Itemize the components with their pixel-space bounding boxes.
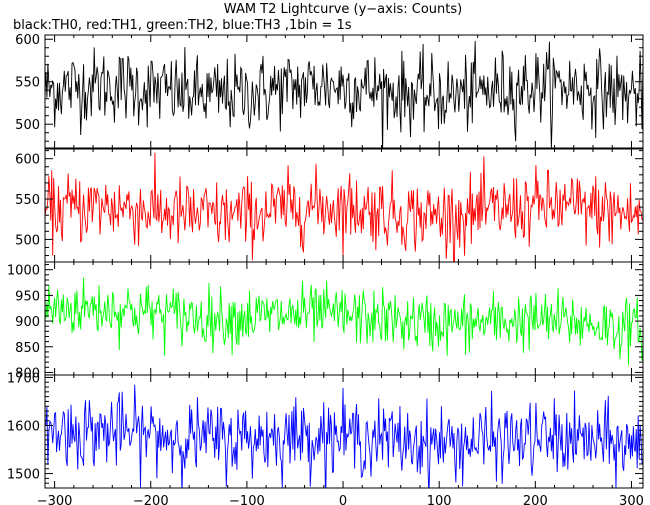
panel-th2: 800 850 900 950 1000 bbox=[7, 261, 644, 381]
panel-frame bbox=[44, 374, 644, 489]
y-tick-label: 550 bbox=[15, 76, 40, 91]
y-tick-label: 900 bbox=[15, 315, 40, 330]
y-tick-label: 1600 bbox=[7, 419, 40, 434]
y-tick-label: 500 bbox=[15, 118, 40, 133]
y-tick-label: 1500 bbox=[7, 468, 40, 483]
y-tick-label: 1700 bbox=[7, 371, 40, 386]
y-tick-label: 850 bbox=[15, 341, 40, 356]
x-tick-label: 200 bbox=[523, 494, 548, 505]
panel-th1: 500 550 600 bbox=[15, 148, 644, 263]
series-line-th1 bbox=[45, 152, 643, 262]
panels-group: 500 550 600 500 550 600 800 850 900 950 1000 1500 16… bbox=[7, 33, 644, 489]
x-tick-label: −100 bbox=[229, 494, 265, 505]
y-tick-label: 1000 bbox=[7, 264, 40, 279]
y-tick-label: 500 bbox=[15, 233, 40, 248]
series-line-th3 bbox=[45, 384, 643, 488]
series-line-th0 bbox=[45, 40, 643, 148]
x-axis: −300 −200 −100 0 100 200 300 bbox=[37, 494, 644, 505]
x-tick-label: −300 bbox=[37, 494, 73, 505]
x-tick-label: 300 bbox=[619, 494, 644, 505]
panel-th3: 1500 1600 1700 bbox=[7, 371, 644, 489]
chart-title: WAM T2 Lightcurve (y−axis: Counts) bbox=[224, 2, 462, 17]
panel-th0: 500 550 600 bbox=[15, 33, 644, 149]
y-tick-label: 550 bbox=[15, 193, 40, 208]
panel-frame bbox=[44, 34, 644, 149]
y-tick-label: 600 bbox=[15, 33, 40, 48]
y-tick-label: 950 bbox=[15, 289, 40, 304]
series-line-th2 bbox=[45, 277, 643, 366]
chart-subtitle: black:TH0, red:TH1, green:TH2, blue:TH3 … bbox=[13, 18, 352, 33]
y-tick-label: 800 bbox=[15, 366, 40, 381]
y-tick-label: 600 bbox=[15, 153, 40, 168]
x-tick-label: 0 bbox=[339, 494, 347, 505]
x-tick-label: 100 bbox=[427, 494, 452, 505]
x-tick-label: −200 bbox=[133, 494, 169, 505]
